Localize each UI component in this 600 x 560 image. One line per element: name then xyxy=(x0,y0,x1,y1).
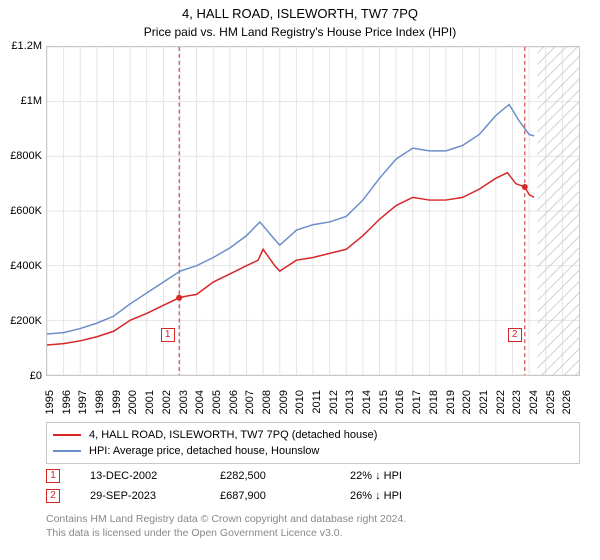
footnote-line2: This data is licensed under the Open Gov… xyxy=(46,527,343,539)
y-tick-label: £600K xyxy=(2,205,42,217)
x-tick-label: 2009 xyxy=(278,390,290,424)
plot-border xyxy=(46,46,580,376)
y-tick-label: £200K xyxy=(2,315,42,327)
x-tick-label: 2026 xyxy=(561,390,573,424)
legend-row-property: 4, HALL ROAD, ISLEWORTH, TW7 7PQ (detach… xyxy=(53,427,573,443)
marker-date-2: 29-SEP-2023 xyxy=(90,490,220,502)
x-tick-label: 2020 xyxy=(461,390,473,424)
x-tick-label: 1998 xyxy=(94,390,106,424)
x-tick-label: 2002 xyxy=(161,390,173,424)
x-tick-label: 1997 xyxy=(77,390,89,424)
legend-swatch-hpi xyxy=(53,450,81,452)
marker-row-2: 2 29-SEP-2023 £687,900 26% ↓ HPI xyxy=(46,486,580,506)
chart-title: 4, HALL ROAD, ISLEWORTH, TW7 7PQ xyxy=(0,0,600,21)
x-tick-label: 2003 xyxy=(178,390,190,424)
marker-badge-2: 2 xyxy=(46,489,60,503)
x-tick-label: 2022 xyxy=(495,390,507,424)
x-tick-label: 2023 xyxy=(511,390,523,424)
marker-price-2: £687,900 xyxy=(220,490,350,502)
x-tick-label: 2008 xyxy=(261,390,273,424)
down-arrow-icon: ↓ xyxy=(375,470,381,482)
legend-text-property: 4, HALL ROAD, ISLEWORTH, TW7 7PQ (detach… xyxy=(89,429,377,441)
x-tick-label: 2001 xyxy=(144,390,156,424)
x-tick-label: 2018 xyxy=(428,390,440,424)
x-tick-label: 2021 xyxy=(478,390,490,424)
x-tick-label: 2000 xyxy=(127,390,139,424)
chart-marker-badge: 2 xyxy=(508,328,522,342)
x-tick-label: 2017 xyxy=(411,390,423,424)
marker-vs-2: HPI xyxy=(384,490,402,502)
x-tick-label: 2014 xyxy=(361,390,373,424)
marker-row-1: 1 13-DEC-2002 £282,500 22% ↓ HPI xyxy=(46,466,580,486)
x-tick-label: 2025 xyxy=(545,390,557,424)
plot-svg xyxy=(47,47,579,375)
down-arrow-icon: ↓ xyxy=(375,490,381,502)
x-tick-label: 1996 xyxy=(61,390,73,424)
x-tick-label: 1999 xyxy=(111,390,123,424)
legend-text-hpi: HPI: Average price, detached house, Houn… xyxy=(89,445,319,457)
x-tick-label: 2015 xyxy=(378,390,390,424)
marker-badge-1: 1 xyxy=(46,469,60,483)
marker-price-1: £282,500 xyxy=(220,470,350,482)
chart-container: 4, HALL ROAD, ISLEWORTH, TW7 7PQ Price p… xyxy=(0,0,600,560)
chart-subtitle: Price paid vs. HM Land Registry's House … xyxy=(0,21,600,39)
x-tick-label: 2010 xyxy=(294,390,306,424)
x-tick-label: 2019 xyxy=(445,390,457,424)
y-tick-label: £400K xyxy=(2,260,42,272)
x-tick-label: 2024 xyxy=(528,390,540,424)
marker-vs-1: HPI xyxy=(384,470,402,482)
x-tick-label: 2005 xyxy=(211,390,223,424)
x-tick-label: 2012 xyxy=(328,390,340,424)
x-tick-label: 2006 xyxy=(228,390,240,424)
legend-row-hpi: HPI: Average price, detached house, Houn… xyxy=(53,443,573,459)
x-tick-label: 2011 xyxy=(311,390,323,424)
marker-pct-val-1: 22% xyxy=(350,470,372,482)
x-tick-label: 2016 xyxy=(394,390,406,424)
legend: 4, HALL ROAD, ISLEWORTH, TW7 7PQ (detach… xyxy=(46,422,580,464)
marker-pct-2: 26% ↓ HPI xyxy=(350,490,480,502)
y-tick-label: £1M xyxy=(2,95,42,107)
y-tick-label: £0 xyxy=(2,370,42,382)
x-tick-label: 1995 xyxy=(44,390,56,424)
footnote: Contains HM Land Registry data © Crown c… xyxy=(46,512,580,540)
footnote-line1: Contains HM Land Registry data © Crown c… xyxy=(46,513,406,525)
y-tick-label: £1.2M xyxy=(2,40,42,52)
chart-plot-area: 12 xyxy=(46,46,580,376)
legend-swatch-property xyxy=(53,434,81,436)
markers-table: 1 13-DEC-2002 £282,500 22% ↓ HPI 2 29-SE… xyxy=(46,466,580,506)
x-tick-label: 2007 xyxy=(244,390,256,424)
x-tick-label: 2013 xyxy=(344,390,356,424)
chart-marker-badge: 1 xyxy=(161,328,175,342)
marker-pct-val-2: 26% xyxy=(350,490,372,502)
y-tick-label: £800K xyxy=(2,150,42,162)
x-tick-label: 2004 xyxy=(194,390,206,424)
marker-date-1: 13-DEC-2002 xyxy=(90,470,220,482)
marker-pct-1: 22% ↓ HPI xyxy=(350,470,480,482)
